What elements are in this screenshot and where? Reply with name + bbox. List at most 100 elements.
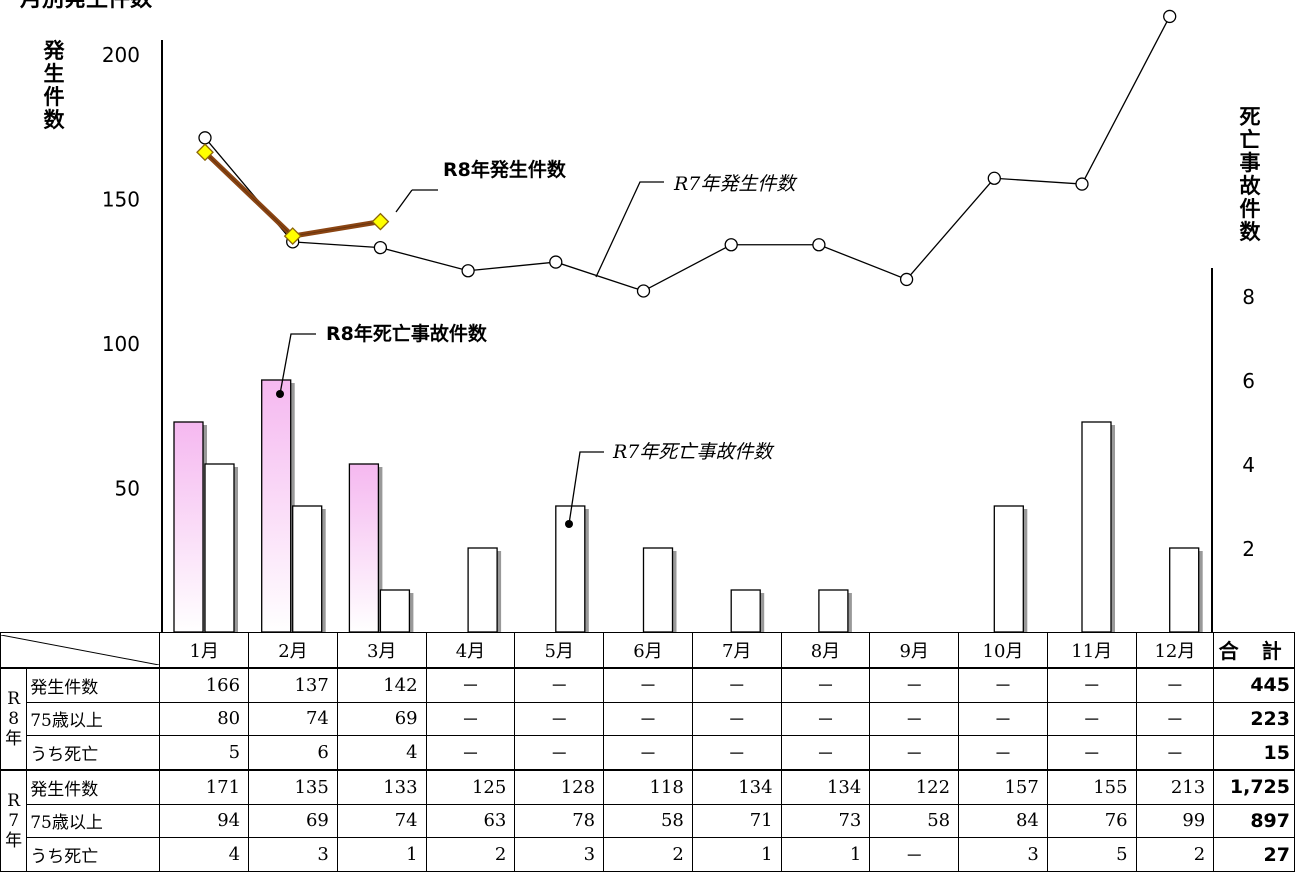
bar-r7-fatal	[467, 547, 498, 632]
left-axis-label: 発生件数	[43, 39, 65, 132]
bar-r8-fatal	[261, 379, 292, 632]
table-cell: 5	[159, 735, 250, 771]
table-cell: 94	[159, 803, 250, 839]
table-cell: 1	[780, 837, 871, 872]
bar-r8-fatal	[173, 421, 204, 632]
table-cell: 5	[1046, 837, 1137, 872]
table-cell: 1	[691, 837, 782, 872]
table-cell: 63	[425, 803, 516, 839]
marker-r7-occ	[636, 284, 651, 298]
table-cell: 3	[514, 837, 605, 872]
table-cell: 122	[869, 768, 960, 805]
left-tick-label: 200	[102, 43, 140, 67]
table-cell: －	[958, 735, 1048, 771]
data-table: 1月 2月 3月 4月 5月 6月 7月 8月 9月 10月 11月 12月合 計 R8年 発生件数 166…	[0, 631, 1295, 872]
table-cell: 2	[603, 837, 693, 872]
table-cell: －	[1046, 666, 1137, 703]
table-cell: 99	[1135, 803, 1215, 839]
right-tick-label: 2	[1242, 537, 1255, 561]
table-cell: 74	[336, 803, 427, 839]
year-label: R7年	[0, 768, 28, 872]
table-cell: 171	[159, 768, 250, 805]
callout-line-r8-occ	[395, 189, 413, 213]
table-cell: －	[514, 701, 605, 737]
bar-group	[173, 379, 1203, 632]
row-label: 発生件数	[26, 666, 161, 703]
table-cell: 84	[958, 803, 1048, 839]
marker-r7-occ	[461, 264, 475, 278]
row-label: 75歳以上	[26, 803, 161, 839]
marker-r7-occ	[724, 238, 738, 252]
table-cell: －	[869, 837, 960, 872]
bar-r7-fatal	[204, 463, 235, 632]
table-cell: 3	[248, 837, 338, 872]
table-cell: 80	[159, 701, 250, 737]
left-tick-label: 150	[102, 188, 140, 212]
month-header: 11月	[1046, 631, 1137, 669]
callout-group: R8年発生件数 R7年発生件数 R8年死亡事故件数 R7年死亡事故件数	[276, 158, 798, 528]
bar-r7-fatal	[379, 589, 411, 632]
line-r7-occurrences	[204, 16, 1171, 292]
marker-r7-occ	[1163, 9, 1177, 24]
table-cell: 1	[336, 837, 427, 872]
table-cell: 3	[958, 837, 1048, 872]
marker-r8-occ	[371, 212, 390, 231]
table-cell: 213	[1135, 768, 1215, 805]
annotation-r7-fat: R7年死亡事故件数	[612, 441, 775, 463]
row-label: うち死亡	[26, 735, 161, 771]
table-cell: －	[1046, 701, 1137, 737]
table-cell: 69	[248, 803, 338, 839]
left-tick-label: 100	[102, 332, 140, 356]
table-cell: －	[958, 701, 1048, 737]
right-axis: 2 4 6 8	[1211, 268, 1255, 632]
month-header: 8月	[780, 631, 871, 669]
table-cell: 166	[159, 666, 250, 703]
marker-r7-occ	[549, 255, 563, 269]
chart-area: 月別発生件数 50 100 150 200 2 4 6 8 R8年発生件数 R7年発生件数 …	[19, 0, 1255, 632]
month-header: 3月	[336, 631, 427, 669]
table-cell: －	[603, 701, 693, 737]
month-header: 12月	[1135, 631, 1215, 669]
marker-r8-occ	[196, 143, 214, 162]
table-cell: －	[780, 701, 871, 737]
table-cell: －	[1046, 735, 1137, 771]
table-cell: 78	[514, 803, 605, 839]
marker-r7-occ	[812, 238, 826, 252]
table-cell: －	[869, 701, 960, 737]
table-cell: －	[425, 735, 516, 771]
table-cell: －	[425, 701, 516, 737]
bar-r7-fatal	[730, 589, 761, 632]
callout-line-r7-fat	[568, 451, 604, 525]
month-header: 2月	[248, 631, 338, 669]
table-cell: 6	[248, 735, 338, 771]
table-cell: 135	[248, 768, 338, 805]
month-header: 1月	[159, 631, 250, 669]
right-axis-label: 死亡事故件数	[1239, 105, 1261, 244]
bar-r8-fatal	[348, 463, 380, 632]
table-cell: 4	[336, 735, 427, 771]
left-tick-label: 50	[115, 477, 140, 501]
table-cell: －	[691, 701, 782, 737]
table-corner-cell	[0, 631, 161, 669]
table-cell: 58	[869, 803, 960, 839]
month-header: 10月	[958, 631, 1048, 669]
table-cell: －	[958, 666, 1048, 703]
table-cell: －	[869, 735, 960, 771]
callout-dot-r8-fat	[276, 390, 284, 398]
total-cell: 897	[1213, 803, 1295, 839]
table-cell: －	[514, 666, 605, 703]
table-cell: －	[780, 666, 871, 703]
bar-r7-fatal	[818, 589, 849, 632]
marker-r7-occ	[198, 131, 212, 145]
row-label: うち死亡	[26, 837, 161, 872]
table-cell: 142	[336, 666, 427, 703]
total-cell: 27	[1213, 837, 1295, 872]
bar-r7-fatal	[642, 547, 674, 632]
total-cell: 1,725	[1213, 768, 1295, 805]
table-cell: 2	[1135, 837, 1215, 872]
table-cell: －	[1135, 666, 1215, 703]
total-header: 合 計	[1213, 631, 1295, 669]
marker-r7-occ	[373, 240, 388, 255]
left-axis: 50 100 150 200	[102, 40, 163, 632]
month-header: 4月	[425, 631, 516, 669]
